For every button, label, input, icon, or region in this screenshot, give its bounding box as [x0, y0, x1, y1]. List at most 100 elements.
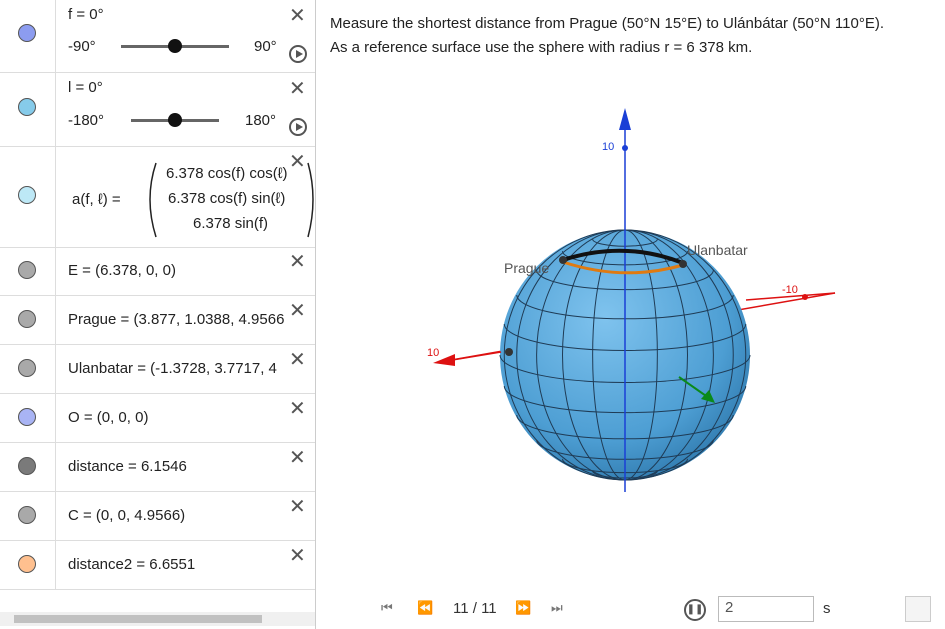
meridian: [624, 229, 734, 481]
meridian: [624, 229, 658, 481]
gutter: [0, 345, 56, 393]
play-button[interactable]: [289, 45, 307, 63]
delete-button[interactable]: ✕: [289, 78, 306, 100]
meridian: [562, 229, 626, 481]
algebra-text: distance2 = 6.6551: [68, 556, 196, 573]
meridian: [503, 229, 626, 481]
meridian: [536, 229, 626, 481]
graphics-view[interactable]: Measure the shortest distance from Pragu…: [321, 0, 945, 590]
gutter: [0, 443, 56, 491]
last-button[interactable]: ⏭: [551, 600, 563, 615]
algebra-row[interactable]: distance = 6.1546 ✕: [0, 443, 315, 492]
scroll-thumb[interactable]: [14, 615, 262, 623]
point-label: Ulanbatar: [687, 242, 748, 258]
algebra-text: O = (0, 0, 0): [68, 409, 149, 426]
x-axis-front: [745, 292, 836, 301]
step-counter: 11 / 11: [453, 600, 497, 617]
point-ulanbatar[interactable]: [679, 260, 687, 268]
delete-button[interactable]: ✕: [289, 545, 306, 567]
function-label: a(f, ℓ) =: [72, 191, 121, 208]
y-axis: [678, 376, 710, 399]
right-paren: [307, 162, 314, 238]
algebra-text: Ulanbatar = (-1.3728, 3.7717, 4: [68, 360, 277, 377]
algebra-row[interactable]: E = (6.378, 0, 0) ✕: [0, 247, 315, 296]
z-tick: [622, 145, 628, 151]
delete-button[interactable]: ✕: [289, 398, 306, 420]
delete-button[interactable]: ✕: [289, 447, 306, 469]
visibility-dot[interactable]: [18, 555, 36, 573]
speed-input[interactable]: 2: [718, 596, 814, 622]
visibility-dot[interactable]: [18, 457, 36, 475]
gutter: [0, 73, 56, 146]
algebra-row[interactable]: f = 0° -90° 90° ✕: [0, 0, 315, 73]
algebra-row[interactable]: C = (0, 0, 4.9566) ✕: [0, 492, 315, 541]
delete-button[interactable]: ✕: [289, 349, 306, 371]
slider-min: -90°: [68, 38, 96, 55]
gutter: [0, 541, 56, 589]
slider-label: f = 0°: [68, 6, 104, 23]
algebra-text: E = (6.378, 0, 0): [68, 262, 176, 279]
algebra-row[interactable]: a(f, ℓ) = 6.378 cos(f) cos(ℓ) 6.378 cos(…: [0, 147, 315, 248]
prev-button[interactable]: ⏪: [417, 600, 434, 615]
gutter: [0, 394, 56, 442]
pause-button[interactable]: ❚❚: [684, 599, 706, 621]
visibility-dot[interactable]: [18, 359, 36, 377]
next-button[interactable]: ⏩: [515, 600, 532, 615]
delete-button[interactable]: ✕: [289, 496, 306, 518]
gutter: [0, 147, 56, 247]
visibility-dot[interactable]: [18, 506, 36, 524]
x-arrow: [433, 354, 455, 366]
algebra-panel: f = 0° -90° 90° ✕ l = 0° -180° 180° ✕ a(…: [0, 0, 316, 629]
visibility-dot[interactable]: [18, 186, 36, 204]
gutter: [0, 296, 56, 344]
visibility-dot[interactable]: [18, 310, 36, 328]
slider-knob[interactable]: [168, 113, 182, 127]
delete-button[interactable]: ✕: [289, 5, 306, 27]
algebra-row[interactable]: Prague = (3.877, 1.0388, 4.9566 ✕: [0, 296, 315, 345]
visibility-dot[interactable]: [18, 261, 36, 279]
scrollbar[interactable]: [0, 612, 315, 626]
point-e[interactable]: [505, 348, 513, 356]
slider-knob[interactable]: [168, 39, 182, 53]
slider-max: 180°: [245, 112, 277, 129]
algebra-toggle[interactable]: [905, 596, 931, 622]
gutter: [0, 0, 56, 72]
meridian: [624, 229, 688, 481]
visibility-dot[interactable]: [18, 24, 36, 42]
meridian: [592, 229, 626, 481]
left-paren: [149, 162, 157, 238]
latitude-arc: [562, 260, 684, 275]
algebra-text: distance = 6.1546: [68, 458, 187, 475]
visibility-dot[interactable]: [18, 408, 36, 426]
algebra-row[interactable]: Ulanbatar = (-1.3728, 3.7717, 4 ✕: [0, 345, 315, 394]
point-prague[interactable]: [559, 256, 567, 264]
first-button[interactable]: ⏮: [381, 600, 393, 615]
matrix-row: 6.378 sin(f): [193, 215, 269, 232]
axis-label: 10: [602, 141, 614, 153]
matrix-brackets: [149, 162, 314, 238]
meridian: [516, 229, 626, 481]
slider-label: l = 0°: [68, 79, 103, 96]
delete-button[interactable]: ✕: [289, 300, 306, 322]
play-button[interactable]: [289, 118, 307, 136]
delete-button[interactable]: ✕: [289, 251, 306, 273]
y-arrow: [701, 390, 715, 403]
matrix-row: 6.378 cos(f) sin(ℓ): [168, 190, 286, 207]
visibility-dot[interactable]: [18, 98, 36, 116]
axis-label: 10: [427, 347, 439, 359]
algebra-text: C = (0, 0, 4.9566): [68, 507, 186, 524]
gutter: [0, 247, 56, 295]
animation-bar: ⏮ ⏪ 11 / 11 ⏩ ⏭ ❚❚ 2 s: [321, 590, 945, 629]
algebra-row[interactable]: O = (0, 0, 0) ✕: [0, 394, 315, 443]
meridian: [624, 229, 714, 481]
algebra-row[interactable]: l = 0° -180° 180° ✕: [0, 73, 315, 147]
z-arrow: [619, 108, 631, 130]
task-text: Measure the shortest distance from Pragu…: [330, 15, 884, 32]
delete-button[interactable]: ✕: [289, 151, 306, 173]
meridian: [624, 229, 747, 481]
task-text: As a reference surface use the sphere wi…: [330, 39, 752, 56]
algebra-row[interactable]: distance2 = 6.6551 ✕: [0, 541, 315, 590]
x-tick: [802, 294, 808, 300]
axis-label: -10: [782, 284, 798, 296]
